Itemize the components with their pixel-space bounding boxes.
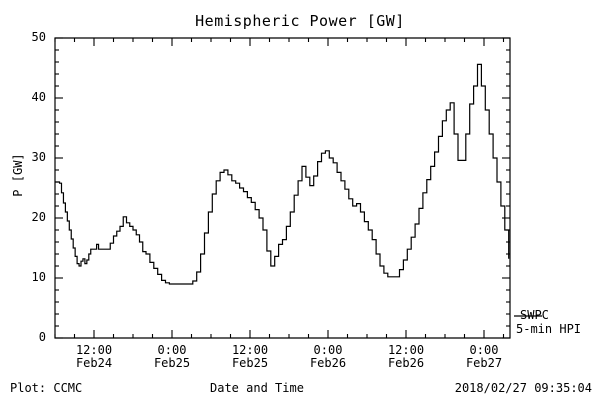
x-tick-time: 12:00 [231,343,269,357]
y-tick-label: 20 [31,210,46,224]
plot-frame [54,37,511,339]
y-tick-label: 50 [31,30,46,44]
legend-label-line1: SWPC [520,308,549,322]
x-tick-label-group: 0:00 Feb26 [293,344,363,370]
x-tick-date: Feb26 [387,356,425,370]
legend-label-line2: 5-min HPI [516,322,582,336]
x-tick-time: 0:00 [469,343,499,357]
x-tick-label-group: 12:00 Feb24 [59,344,129,370]
data-series-group [55,63,510,285]
data-line-0 [55,63,510,285]
x-tick-label-group: 0:00 Feb27 [449,344,519,370]
x-tick-time: 0:00 [157,343,187,357]
y-axis-label: P [GW] [11,153,25,197]
plot-credit: Plot: CCMC [10,381,83,395]
render-timestamp: 2018/02/27 09:35:04 [454,381,592,395]
x-tick-date: Feb25 [231,356,269,370]
x-axis-label: Date and Time [210,381,304,395]
x-tick-date: Feb25 [153,356,191,370]
x-tick-label-group: 12:00 Feb25 [215,344,285,370]
x-tick-time: 12:00 [75,343,113,357]
x-tick-label-group: 0:00 Feb25 [137,344,207,370]
x-tick-time: 0:00 [313,343,343,357]
x-tick-date: Feb27 [465,356,503,370]
y-tick-marks [55,37,510,339]
y-tick-label: 0 [38,330,46,344]
x-tick-marks [54,38,505,338]
x-tick-time: 12:00 [387,343,425,357]
y-tick-label: 40 [31,90,46,104]
x-tick-date: Feb26 [309,356,347,370]
chart-title: Hemispheric Power [GW] [195,12,405,30]
plot-axes [54,37,511,339]
y-tick-label: 10 [31,270,46,284]
x-tick-date: Feb24 [75,356,113,370]
y-tick-label: 30 [31,150,46,164]
x-tick-label-group: 12:00 Feb26 [371,344,441,370]
